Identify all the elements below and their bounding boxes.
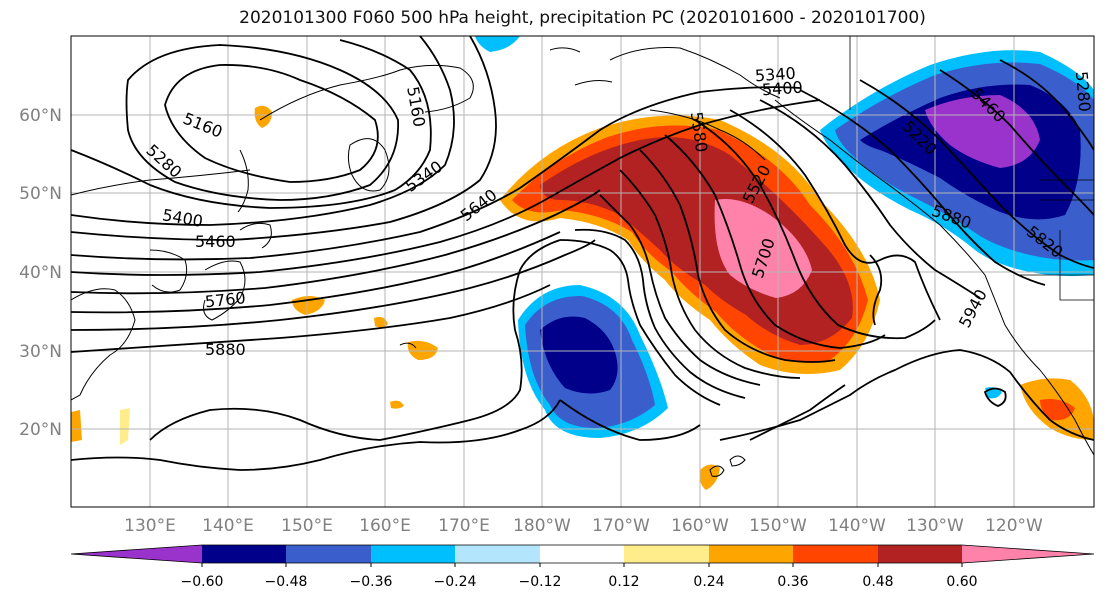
- contour-label: 5460: [195, 232, 236, 251]
- colorbar-tick-label: −0.48: [265, 574, 308, 590]
- precip-negative-northeast-pacific: [820, 50, 1094, 277]
- colorbar-tick-label: −0.24: [434, 574, 477, 590]
- colorbar-segment: [286, 545, 371, 563]
- contour-label: 5880: [205, 340, 246, 359]
- colorbar-tick-label: −0.60: [181, 574, 224, 590]
- colorbar: [70, 544, 1095, 567]
- precip-negative-central-pacific: [518, 285, 668, 438]
- lon-label: 140°E: [202, 516, 254, 536]
- contour-label: 5400: [761, 78, 803, 100]
- colorbar-tick-label: −0.36: [350, 574, 393, 590]
- lon-label: 170°E: [438, 516, 490, 536]
- lon-label: 150°E: [281, 516, 333, 536]
- precip-small-patches: [71, 36, 1094, 490]
- colorbar-segment: [624, 545, 709, 563]
- lon-label: 140°W: [828, 516, 886, 536]
- precip-positive-mid-pacific: [500, 115, 880, 374]
- plot-frame: [70, 35, 1095, 508]
- contour-label: 5760: [204, 288, 246, 311]
- colorbar-tick-label: 0.36: [777, 574, 808, 590]
- colorbar-ticks: −0.60 −0.48 −0.36 −0.24 −0.12 0.12 0.24 …: [181, 574, 978, 590]
- lon-label: 160°E: [359, 516, 411, 536]
- colorbar-tick-label: 0.12: [608, 574, 639, 590]
- colorbar-tick-label: −0.12: [519, 574, 562, 590]
- colorbar-segment: [878, 545, 962, 563]
- lon-label: 150°W: [749, 516, 807, 536]
- lat-label: 60°N: [19, 106, 62, 126]
- contour-label: 5280: [1072, 70, 1094, 112]
- map-title: 2020101300 F060 500 hPa height, precipit…: [239, 8, 926, 28]
- gridlines: [71, 36, 1094, 507]
- lon-label: 130°E: [124, 516, 176, 536]
- colorbar-tick-label: 0.60: [946, 574, 977, 590]
- lat-label: 50°N: [19, 184, 62, 204]
- lon-label: 120°W: [985, 516, 1043, 536]
- colorbar-segment: [202, 545, 286, 563]
- lat-label: 40°N: [19, 263, 62, 283]
- colorbar-segment: [709, 545, 793, 563]
- lon-label: 170°W: [592, 516, 650, 536]
- colorbar-segment: [793, 545, 878, 563]
- colorbar-segment: [371, 545, 455, 563]
- lon-label: 160°W: [671, 516, 729, 536]
- colorbar-arrow-max: [962, 545, 1094, 563]
- lon-label: 180°W: [513, 516, 571, 536]
- colorbar-arrow-min: [71, 545, 202, 563]
- lat-label: 30°N: [19, 342, 62, 362]
- colorbar-segment: [540, 545, 624, 563]
- colorbar-tick-label: 0.48: [862, 574, 893, 590]
- lat-label: 20°N: [19, 420, 62, 440]
- contour-label: 5340: [754, 64, 796, 86]
- colorbar-tick-label: 0.24: [693, 574, 724, 590]
- colorbar-segment: [455, 545, 540, 563]
- lon-label: 130°W: [906, 516, 964, 536]
- height-contours: [71, 36, 1094, 471]
- political-boundaries: [849, 36, 1094, 301]
